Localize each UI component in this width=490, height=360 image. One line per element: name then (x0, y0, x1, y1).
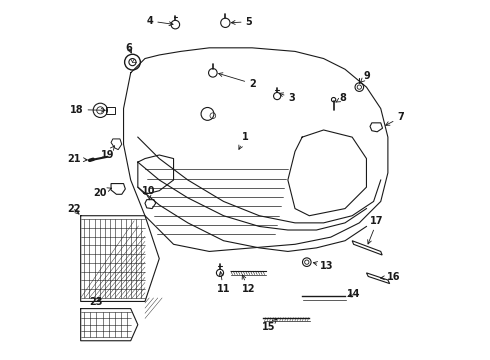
Text: 11: 11 (217, 271, 230, 294)
Text: 8: 8 (336, 93, 346, 103)
Bar (106, 107, 115, 114)
Text: 18: 18 (70, 105, 105, 114)
Text: 19: 19 (101, 146, 115, 160)
Text: 3: 3 (279, 93, 295, 103)
Text: 20: 20 (94, 188, 111, 198)
Text: 2: 2 (219, 73, 255, 89)
Text: 13: 13 (313, 261, 334, 271)
Text: 15: 15 (262, 319, 276, 332)
Text: 12: 12 (242, 275, 255, 294)
Text: 6: 6 (125, 43, 132, 53)
Text: 22: 22 (67, 203, 80, 214)
Text: 16: 16 (381, 272, 400, 282)
Text: 1: 1 (239, 132, 248, 149)
Text: 4: 4 (147, 16, 173, 26)
Text: 9: 9 (360, 71, 370, 82)
Text: 10: 10 (142, 186, 155, 200)
Text: 5: 5 (231, 17, 252, 27)
Text: 17: 17 (368, 216, 384, 244)
Text: 21: 21 (68, 154, 87, 164)
Text: 7: 7 (386, 112, 404, 125)
Text: 23: 23 (89, 297, 102, 307)
Text: 14: 14 (347, 289, 361, 299)
